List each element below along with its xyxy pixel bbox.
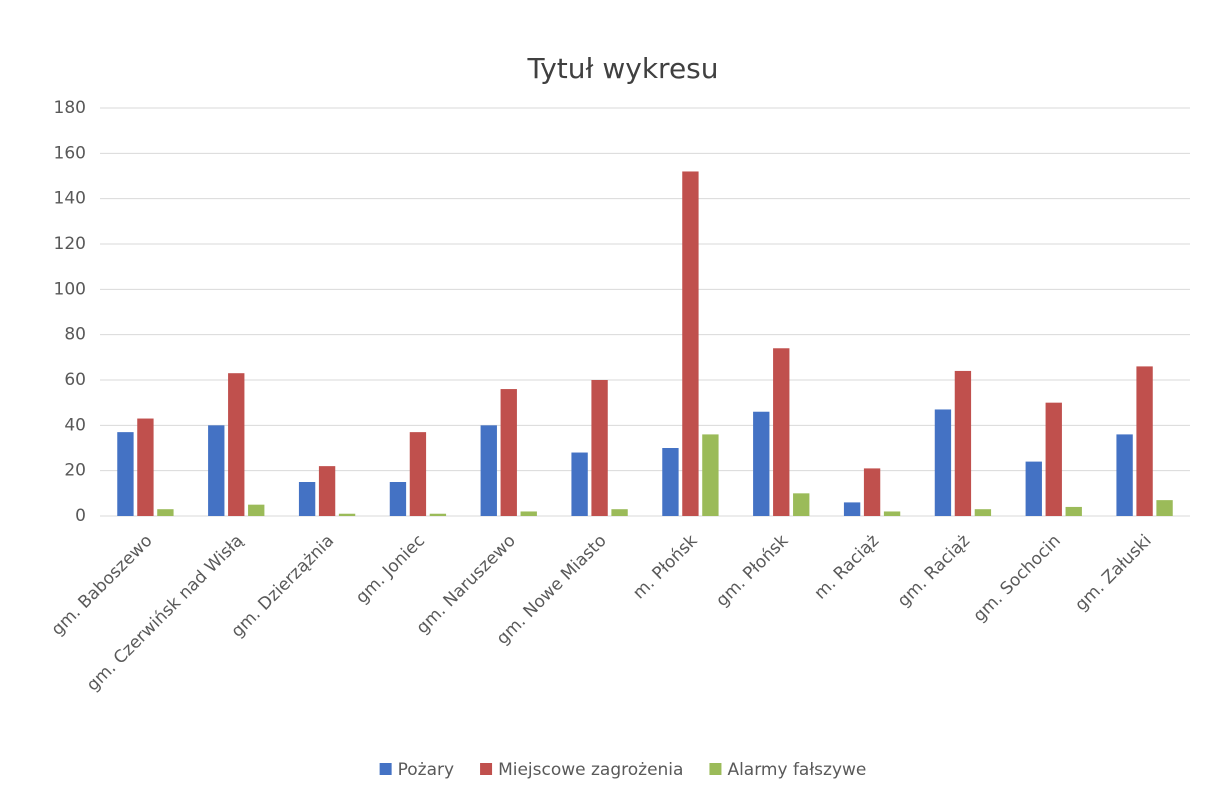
x-tick-label: gm. Sochocin	[970, 531, 1065, 626]
bar	[934, 409, 952, 516]
y-tick-label: 140	[54, 189, 86, 209]
bar	[1045, 402, 1062, 516]
x-tick-label: m. Płońsk	[629, 531, 701, 603]
legend-label: Pożary	[398, 760, 454, 780]
y-tick-label: 100	[54, 279, 86, 299]
bar	[753, 411, 770, 516]
chart-title: Tytuł wykresu	[526, 52, 718, 85]
bar	[773, 348, 790, 516]
legend-swatch	[709, 763, 722, 775]
y-tick-label: 180	[54, 98, 86, 118]
bar	[228, 373, 245, 516]
bar	[520, 511, 537, 516]
bar	[883, 511, 901, 516]
bar	[137, 418, 154, 516]
bar	[974, 509, 992, 516]
bar	[682, 171, 699, 516]
y-tick-label: 80	[64, 325, 86, 345]
bar	[1065, 506, 1082, 516]
bar	[702, 434, 719, 516]
bar	[500, 389, 517, 516]
y-tick-label: 120	[54, 234, 86, 254]
x-tick-label: gm. Joniec	[352, 531, 429, 608]
bar	[298, 482, 316, 516]
legend-swatch	[379, 763, 392, 775]
y-tick-label: 60	[64, 370, 86, 390]
bar	[591, 380, 608, 516]
bar	[571, 452, 588, 516]
x-tick-label: m. Raciąż	[811, 531, 884, 604]
bar	[389, 482, 407, 516]
y-tick-label: 20	[64, 461, 86, 481]
bar	[480, 425, 497, 516]
bar	[429, 513, 447, 516]
y-tick-label: 0	[75, 506, 86, 526]
bar	[338, 513, 356, 516]
legend-label: Alarmy fałszywe	[727, 760, 866, 780]
bar	[1156, 500, 1173, 516]
bar	[318, 466, 336, 516]
legend-label: Miejscowe zagrożenia	[498, 760, 683, 780]
x-tick-label: gm. Załuski	[1071, 531, 1155, 615]
y-tick-label: 40	[64, 415, 86, 435]
y-tick-label: 160	[54, 143, 86, 163]
bar	[1116, 434, 1133, 516]
x-tick-label: gm. Naruszewo	[413, 531, 520, 638]
x-tick-label: gm. Płońsk	[712, 531, 792, 611]
bar	[611, 509, 628, 516]
bar	[1136, 366, 1153, 516]
bar	[248, 504, 265, 516]
bar	[843, 502, 861, 516]
x-tick-label: gm. Raciąż	[894, 531, 974, 611]
bar	[793, 493, 810, 516]
bar	[208, 425, 225, 516]
bar	[863, 468, 881, 516]
bar	[662, 448, 679, 516]
bar	[117, 432, 134, 516]
legend-swatch	[480, 763, 493, 775]
bar	[409, 432, 427, 516]
bar	[157, 509, 174, 516]
bar	[1025, 461, 1042, 516]
x-tick-label: gm. Czerwińsk nad Wisłą	[83, 531, 247, 695]
bar	[954, 370, 972, 516]
